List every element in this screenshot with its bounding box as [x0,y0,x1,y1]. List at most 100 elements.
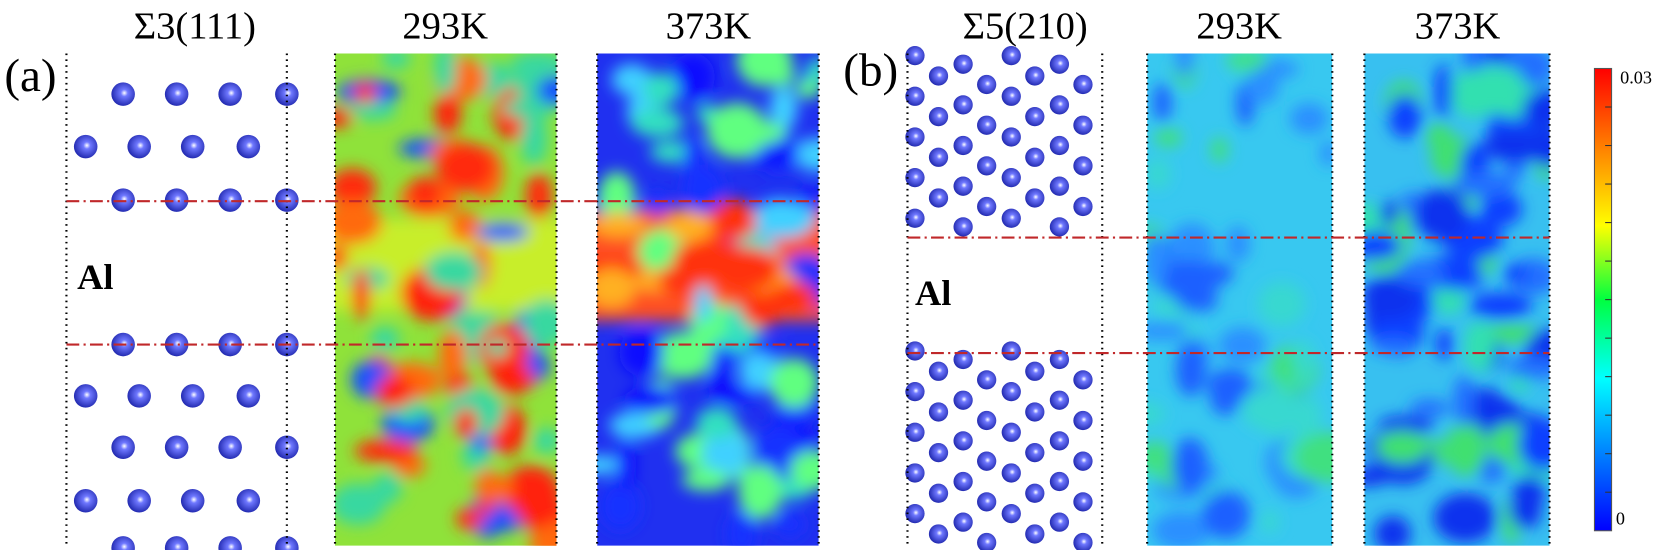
heatmap-blob [708,366,731,391]
atom [1025,147,1045,167]
atom [111,82,135,106]
heatmap-blob [616,437,635,490]
atom [977,451,997,471]
heatmap-blob [350,102,398,120]
heatmap-blob [1260,510,1280,534]
heatmap-blob [619,329,664,376]
heatmap-blob [1480,191,1523,227]
heatmap-blob [1270,362,1300,384]
heatmap-blob [1395,259,1446,286]
heatmap [335,53,557,546]
heatmap-blob [740,281,783,328]
atom [905,86,925,106]
atom [1001,422,1021,442]
heatmap-blob [1201,490,1251,539]
atom [218,332,242,357]
heatmap-blob [1415,187,1470,242]
atoms [73,46,1093,550]
atom [1073,115,1093,135]
heatmap-blob [370,326,400,353]
heatmap-blob [455,507,483,531]
atom [180,384,205,408]
atom [905,127,925,147]
atom [905,503,925,524]
heatmap-blob [1289,103,1329,135]
heatmap-blob [1364,467,1390,487]
heatmap-blob [524,299,557,347]
heatmap-blob [683,136,704,179]
heatmap-blob [769,358,819,408]
heatmap-blob [1157,259,1221,300]
heatmap [1147,53,1333,546]
boundary-lines [66,200,1550,355]
atom [180,134,205,159]
atom [928,107,949,127]
heatmap-blob [1433,492,1497,543]
heatmap-blob [434,53,457,96]
heatmap-blob [1425,122,1453,151]
heatmap-blob [1388,94,1422,139]
heatmap-blob [533,427,557,455]
atom [953,135,973,156]
heatmap-blob [695,407,738,440]
atom [73,384,98,408]
heatmap-blob [711,246,781,292]
heatmap-blob [806,57,819,87]
atom [275,82,299,106]
heatmap-blob [476,222,529,241]
atom [977,492,997,512]
heatmap-blob [352,268,370,321]
heatmap-blob [600,481,641,531]
atom [218,188,242,212]
heatmap-blob [407,176,442,210]
atom [1073,74,1093,95]
heatmap-blob [490,364,535,395]
atom [1001,463,1021,483]
heatmap-blob [1452,171,1516,198]
heatmap-blob [1506,356,1550,380]
heatmap [597,53,819,546]
heatmap-blob [1468,66,1523,92]
atom [1025,361,1045,381]
atom [953,512,973,532]
heatmap-blob [335,109,354,128]
heatmap-blob [598,171,635,219]
column-header: 293K [402,6,488,48]
atom [164,188,189,212]
atom [1049,95,1070,115]
heatmap-blob [1266,396,1288,440]
heatmap-blob [448,209,482,243]
atom [905,341,925,361]
atom [1049,176,1070,196]
colorbar-min: 0 [1616,508,1625,528]
heatmap-blob [1522,89,1550,129]
atom [928,361,949,381]
atom [953,176,973,196]
heatmap-blob [1445,421,1487,476]
heatmap-blob [1509,487,1542,530]
heatmap-blob [1434,63,1453,119]
atom [1049,349,1070,370]
atom [953,217,973,237]
heatmap-blob [761,53,784,79]
atom [928,442,949,463]
atom [1073,370,1093,390]
heatmap-blob [454,408,478,439]
heatmap-blob [335,200,382,245]
atom [164,536,189,550]
heatmap-blob [376,375,414,408]
heatmap-field [1364,53,1550,546]
atom [236,489,261,513]
heatmap-field [335,53,557,546]
column-header: Σ3(111) [134,6,256,48]
atom [1025,66,1045,86]
heatmap-blob [1364,274,1420,320]
atom [236,134,261,159]
heatmap-blob [335,168,377,208]
heatmap-blob [1225,225,1251,263]
heatmap-blob [711,199,756,241]
heatmap-blob [1174,53,1194,79]
heatmap-blob [597,212,646,237]
heatmap-blob [536,75,557,106]
heatmap-blob [1468,292,1533,320]
